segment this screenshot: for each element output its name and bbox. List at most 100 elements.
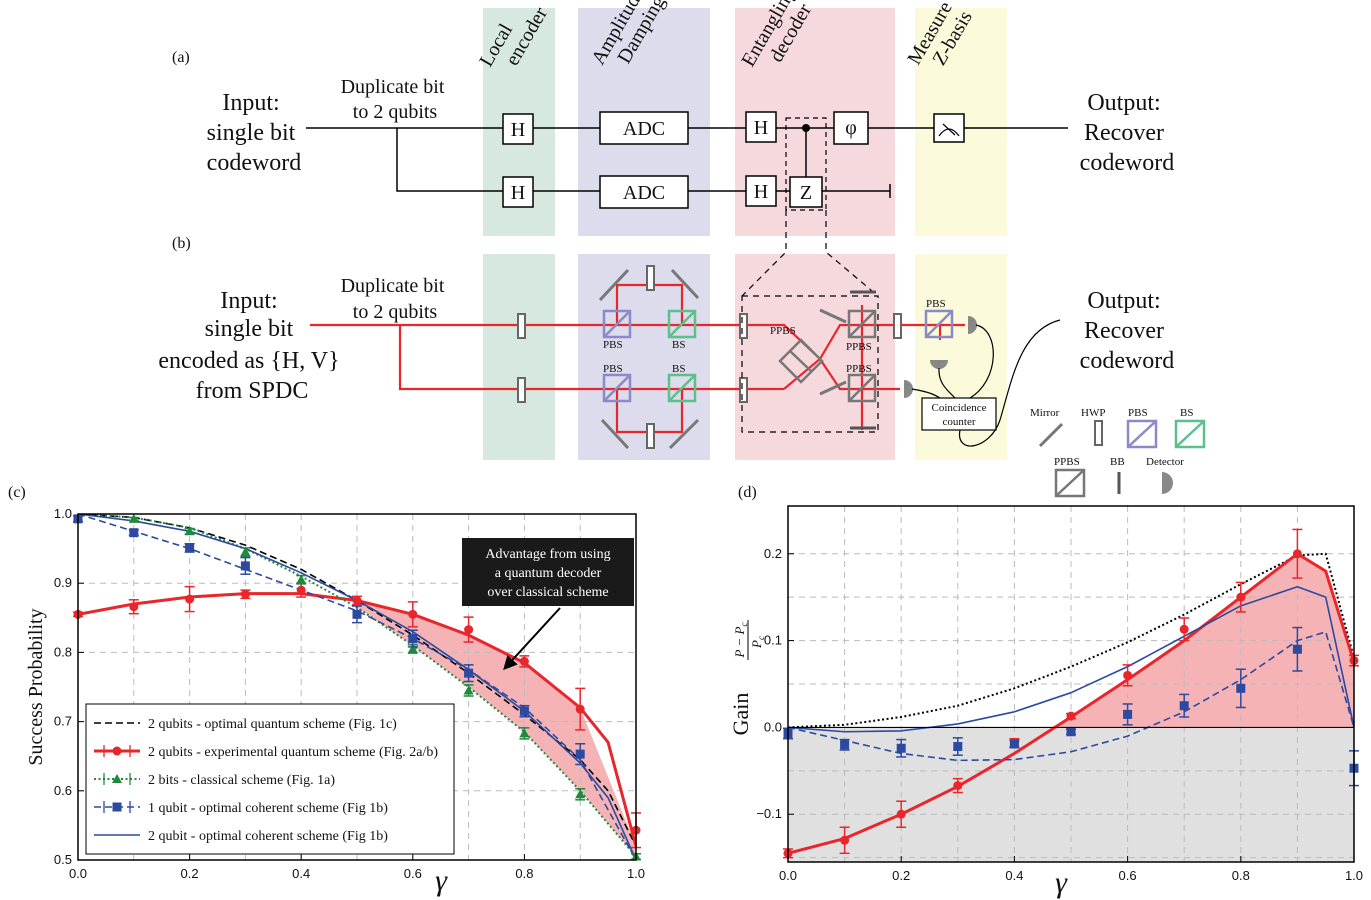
svg-text:Detector: Detector [1146,456,1184,468]
svg-text:H: H [511,119,525,141]
svg-text:Coincidence: Coincidence [932,402,987,414]
data-point [407,643,418,653]
svg-text:Advantage from using: Advantage from using [485,547,610,562]
gate-phi: φ [833,111,869,145]
x-axis-label: γ [1055,866,1068,899]
data-point [519,728,530,738]
gate-h-4: H [745,175,777,207]
ppbs-dashed-box [741,295,879,433]
svg-text:PBS: PBS [1128,407,1148,419]
x-tick-label: 0.6 [1119,868,1137,883]
svg-text:H: H [511,182,525,204]
data-point [408,609,418,619]
x-tick-label: 0.2 [181,866,199,881]
data-point [840,835,850,845]
data-point [575,789,586,799]
y-tick-label: 1.0 [54,506,72,521]
svg-text:PPBS: PPBS [846,363,872,375]
legend: 2 qubits - optimal quantum scheme (Fig. … [85,703,455,855]
y-tick-label: 0.7 [54,714,72,729]
zoom-line-left [741,210,787,297]
data-point [240,589,250,599]
gate-adc-1: ADC [599,111,689,145]
hwp-elements [517,265,902,449]
svg-text:PPBS: PPBS [1054,456,1080,468]
svg-text:H: H [754,181,768,203]
data-point [519,656,529,666]
legend-entry: 2 qubit - optimal coherent scheme (Fig 1… [148,829,388,844]
data-point [575,749,585,759]
data-point [128,513,139,523]
y-tick-label: 0.2 [764,546,782,561]
decoder-dashed-box [785,117,827,211]
data-point [1123,709,1133,719]
y-tick-label: −0.1 [756,806,782,821]
svg-text:BS: BS [1180,407,1193,419]
data-point [1066,711,1076,721]
gate-adc-2: ADC [599,175,689,209]
data-point [408,634,418,644]
y-tick-label: 0.6 [54,783,72,798]
ppbs-elements [778,309,877,403]
plot-area-d [788,506,1354,862]
optics-duplicate-label: Duplicate bit to 2 qubits [341,275,450,323]
data-point [840,740,850,750]
x-tick-label: 0.4 [1005,868,1023,883]
chart-d: 0.0 0.2 0.4 0.6 0.8 1.0 −0.1 0.0 0.1 0.2 γ Gain P − … [728,505,1363,899]
data-point [185,594,195,604]
data-point [463,685,474,695]
gate-h-2: H [502,176,534,208]
legend-entry: 2 qubits - experimental quantum scheme (… [148,745,438,760]
svg-text:BB: BB [1110,456,1125,468]
chart-c: 0.0 0.2 0.4 0.6 0.8 1.0 0.5 0.6 0.7 0.8 0.9 1.0 γ Suc… [25,506,645,897]
bs-elements [667,309,697,403]
x-tick-label: 0.8 [515,866,533,881]
y-tick-label: 0.9 [54,575,72,590]
svg-text:P − Pc: P − Pc [732,623,749,659]
svg-text:Pc: Pc [749,636,766,649]
svg-text:Mirror: Mirror [1030,407,1060,419]
legend-entry: 2 qubits - optimal quantum scheme (Fig. … [148,717,397,732]
y-tick-label: 0.5 [54,852,72,867]
series-line-d-0 [788,552,1354,729]
measurement-meter-icon [933,113,965,143]
x-tick-label: 0.6 [404,866,422,881]
svg-text:PBS: PBS [926,298,946,310]
svg-text:BS: BS [672,339,685,351]
y-axis-label: Gain [728,693,753,736]
series-line-d-3 [788,585,1354,733]
data-point [896,809,906,819]
legend-entry: 2 bits - classical scheme (Fig. 1a) [148,773,335,788]
y-tick-label: 0.1 [764,633,782,648]
plot-frame-c [77,513,637,861]
data-point [1179,624,1189,634]
svg-text:counter: counter [943,416,976,428]
data-point [129,602,139,612]
data-point [240,547,251,557]
mirror-elements [598,268,847,450]
svg-text:BS: BS [672,363,685,375]
data-point [1009,739,1019,749]
x-tick-label: 0.0 [779,868,797,883]
svg-text:PBS: PBS [603,339,623,351]
svg-text:PPBS: PPBS [770,325,796,337]
detector-icons [904,316,977,398]
series-line-c-4 [78,514,636,860]
data-point [185,543,195,553]
svg-text:φ: φ [845,117,857,139]
circuit-duplicate-label: Duplicate bit to 2 qubits [341,76,450,123]
panel-label-a: (a) [172,49,190,66]
data-point [296,585,306,595]
x-tick-label: 0.0 [69,866,87,881]
data-point [1292,644,1302,654]
data-point [1236,683,1246,693]
stage-bg-local-encoder-b [483,254,555,460]
beam-blocks [850,290,876,430]
gate-z: Z [789,176,823,208]
svg-text:a quantum decoder: a quantum decoder [495,566,602,581]
optics-input-label: Input: single bit encoded as {H, V} from… [158,288,345,404]
panel-label-b: (b) [172,235,191,252]
x-tick-label: 1.0 [627,866,645,881]
data-point [240,561,250,571]
